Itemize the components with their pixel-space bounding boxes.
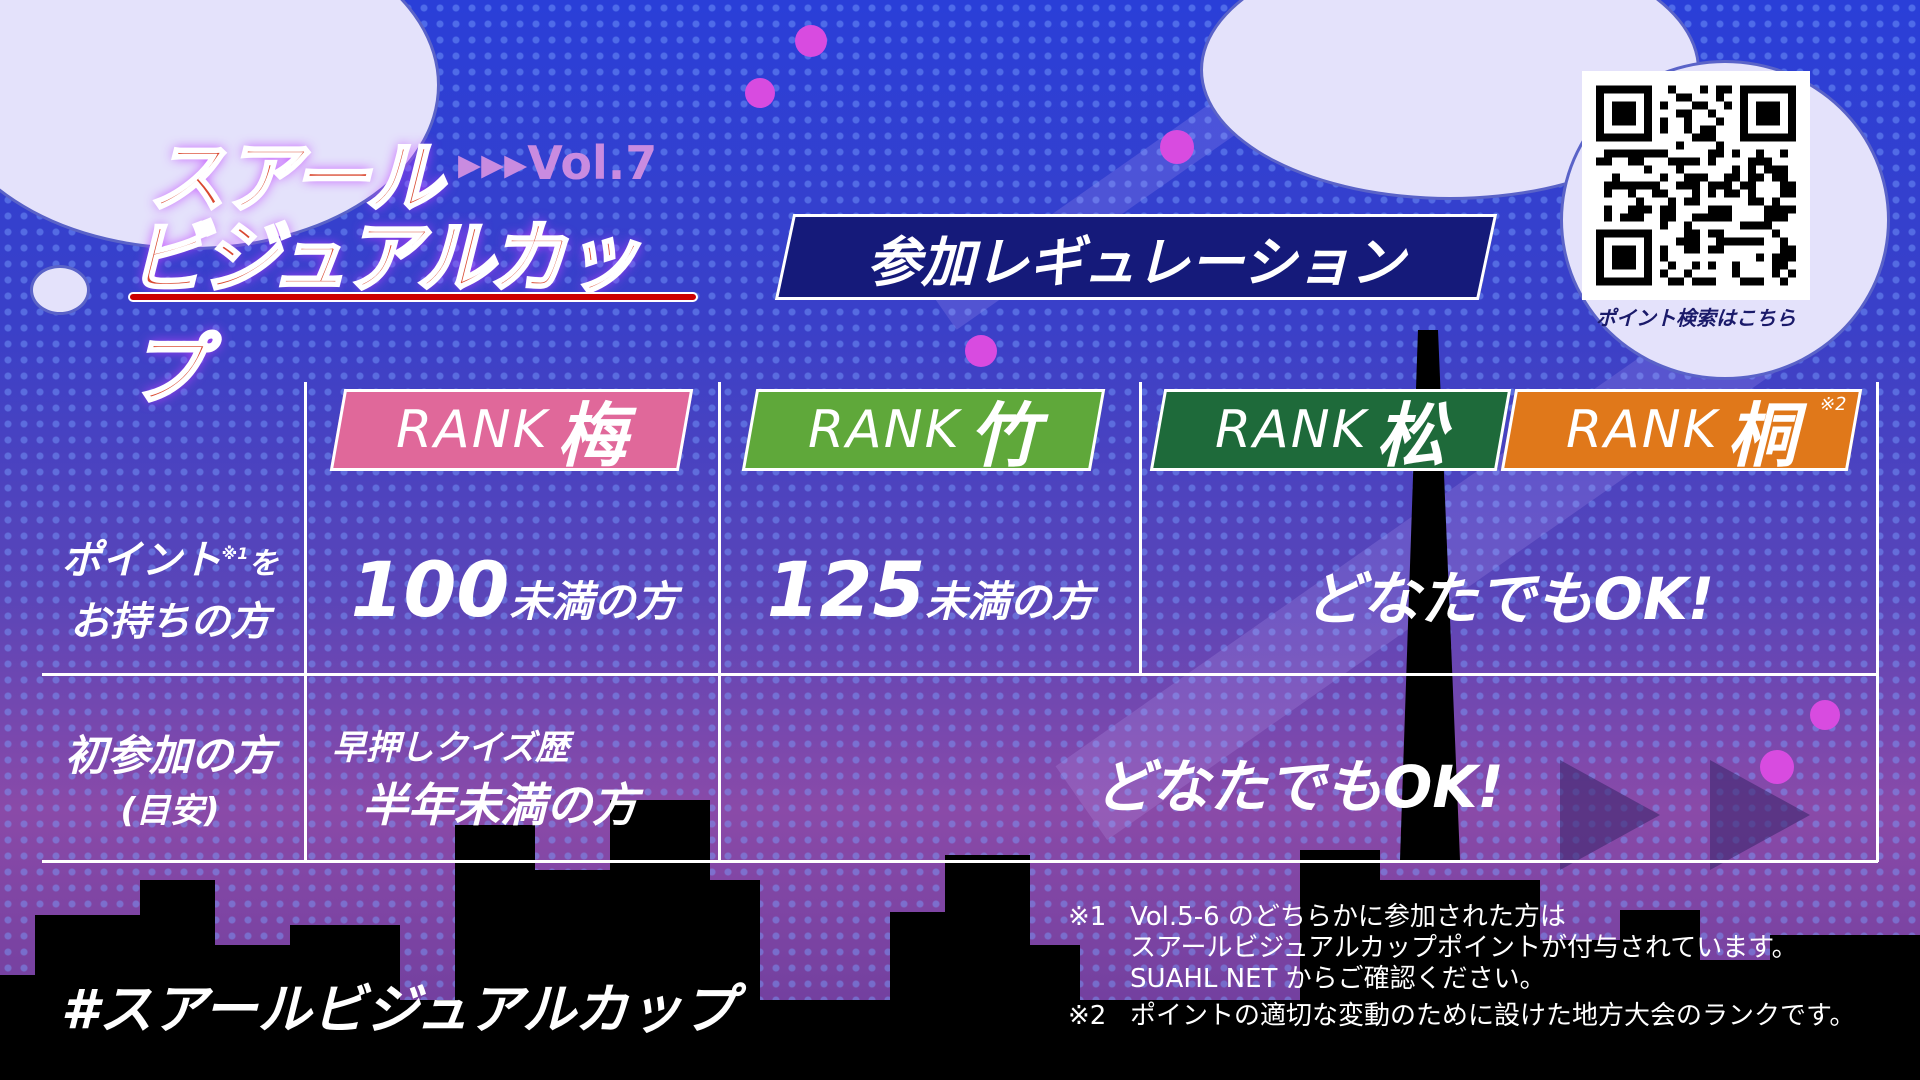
points-threshold: 100 — [350, 545, 510, 634]
table-divider — [1139, 382, 1142, 673]
rank-prefix: RANK — [396, 400, 549, 460]
row-label-points: ポイント※1を お持ちの方 — [40, 525, 300, 651]
table-divider — [42, 860, 1878, 863]
table-divider — [304, 382, 307, 862]
dot — [795, 25, 827, 57]
label-text: 初参加の方 — [64, 731, 275, 780]
logo-line1: スアール — [146, 133, 444, 226]
rank-ume-badge: RANK 梅 — [329, 389, 694, 477]
label-text: ポイント — [61, 537, 222, 584]
footnote-line: スアールビジュアルカップポイントが付与されています。 — [1130, 933, 1798, 963]
footnote-mark: ※1 — [1068, 902, 1107, 932]
dot — [1160, 130, 1194, 164]
table-divider — [718, 382, 721, 862]
qr-caption: ポイント検索はこちら — [1596, 306, 1796, 330]
event-logo: スアール ビジュアルカップ ▸▸▸Vol.7 — [127, 116, 708, 418]
qr-code-image — [1596, 85, 1796, 286]
footnote-line: SUAHL NET からご確認ください。 — [1130, 964, 1546, 994]
footnote-ref: ※1 — [221, 544, 249, 563]
footnote-mark: ※2 — [1068, 1001, 1107, 1031]
table-divider — [1876, 382, 1879, 862]
footnote-line: ポイントの適切な変動のために設けた地方大会のランクです。 — [1130, 1001, 1856, 1031]
dot — [1760, 750, 1794, 784]
cell-text: 早押しクイズ歴 — [332, 728, 569, 768]
rank-name: 梅 — [556, 394, 627, 477]
cell-text: 未満の方 — [925, 577, 1094, 626]
label-text: お持ちの方 — [70, 599, 270, 646]
cell-ume-first-time: 早押しクイズ歴 半年未満の方 — [310, 720, 718, 835]
cell-text: 未満の方 — [509, 577, 678, 626]
logo-underline — [128, 292, 698, 302]
footnote-line: Vol.5-6 のどちらかに参加された方は — [1130, 902, 1566, 932]
rank-matsu-badge: RANK 松 — [1149, 389, 1512, 477]
label-text: (目安) — [120, 791, 220, 831]
footnote-1: ※1 Vol.5-6 のどちらかに参加された方は スアールビジュアルカップポイン… — [1068, 902, 1855, 995]
page-title-banner: 参加レギュレーション — [774, 214, 1498, 300]
row-label-first-time: 初参加の方 (目安) — [40, 722, 300, 832]
page-title: 参加レギュレーション — [867, 230, 1405, 294]
cell-ume-points: 100未満の方 — [310, 545, 718, 634]
rank-kiri-badge: RANK 桐 ※2 — [1500, 389, 1863, 477]
rank-name: 松 — [1375, 394, 1446, 477]
rank-prefix: RANK — [808, 400, 961, 460]
rank-name: 桐 — [1726, 394, 1797, 477]
hashtag: #スアールビジュアルカップ — [61, 978, 737, 1041]
rank-take-badge: RANK 竹 — [741, 389, 1106, 477]
footnotes: ※1 Vol.5-6 のどちらかに参加された方は スアールビジュアルカップポイン… — [1068, 902, 1855, 1032]
cell-text: 半年未満の方 — [362, 778, 638, 832]
rank-name: 竹 — [968, 394, 1039, 477]
cell-others-first-time: どなたでもOK! — [1094, 753, 1504, 821]
logo-volume: ▸▸▸Vol.7 — [458, 136, 658, 190]
rank-prefix: RANK — [1566, 400, 1719, 460]
rank-prefix: RANK — [1215, 400, 1368, 460]
logo-line2: ビジュアルカップ — [127, 213, 642, 418]
dot — [1810, 700, 1840, 730]
label-text: を — [248, 546, 279, 582]
footnote-2: ※2 ポイントの適切な変動のために設けた地方大会のランクです。 — [1068, 1001, 1855, 1032]
dot — [965, 335, 997, 367]
cell-take-points: 125未満の方 — [722, 545, 1138, 634]
points-threshold: 125 — [766, 545, 926, 634]
dot — [745, 78, 775, 108]
cell-matsu-kiri-points: どなたでもOK! — [1304, 565, 1715, 633]
cloud — [30, 265, 90, 315]
qr-code[interactable] — [1582, 71, 1810, 300]
table-divider — [42, 673, 1878, 676]
footnote-ref: ※2 — [1818, 394, 1849, 415]
